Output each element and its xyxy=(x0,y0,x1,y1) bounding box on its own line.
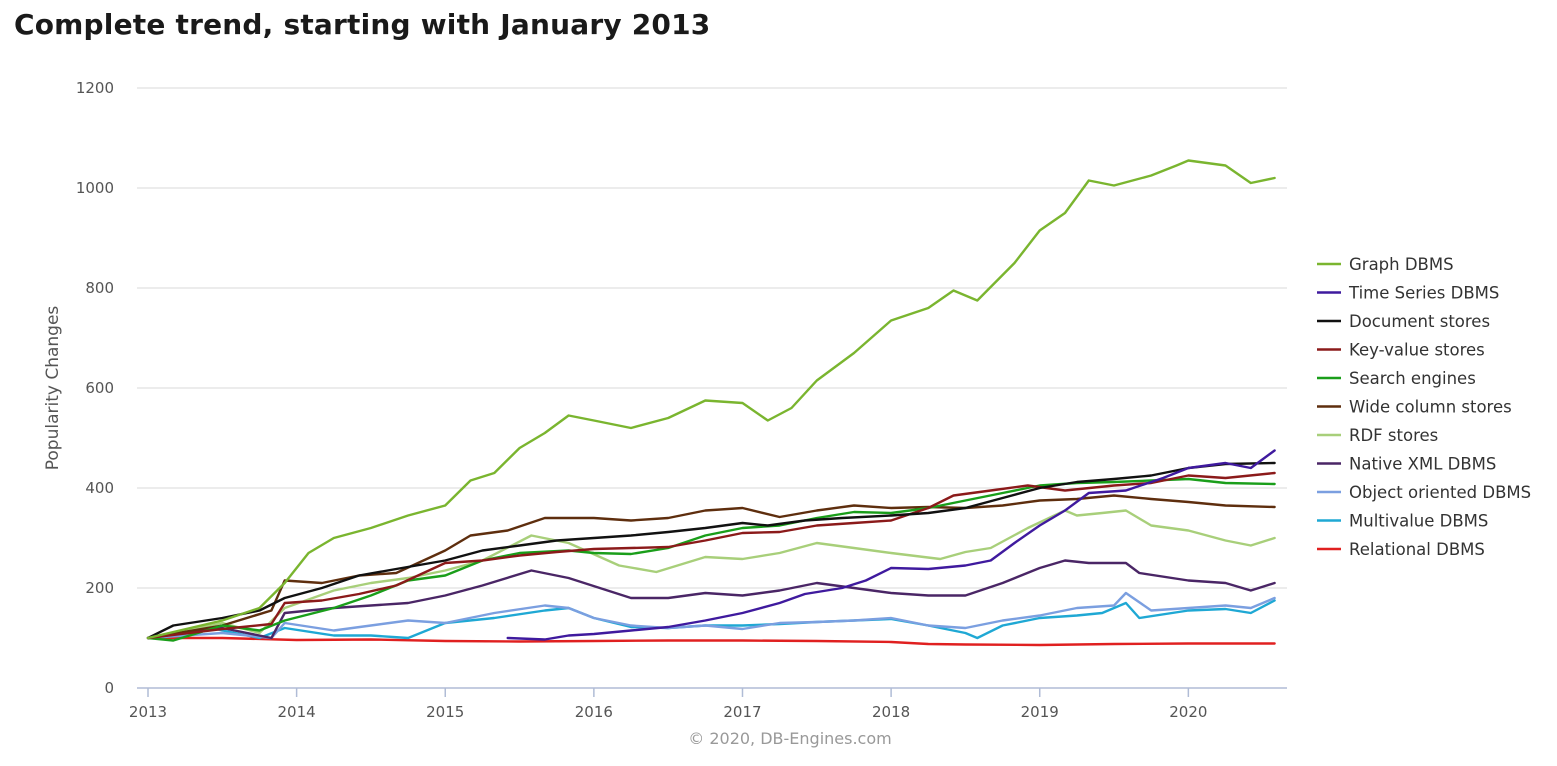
legend-item-native-xml-dbms[interactable]: Native XML DBMS xyxy=(1317,455,1496,474)
x-tick-label: 2013 xyxy=(129,703,167,721)
y-tick-label: 400 xyxy=(85,479,114,497)
series-line-key-value-stores[interactable] xyxy=(146,471,1276,640)
credits[interactable]: © 2020, DB-Engines.com xyxy=(688,729,891,748)
legend-item-search-engines[interactable]: Search engines xyxy=(1317,369,1476,388)
x-tick-label: 2018 xyxy=(872,703,910,721)
x-tick-label: 2015 xyxy=(426,703,464,721)
x-tick-label: 2020 xyxy=(1169,703,1207,721)
legend-label: Key-value stores xyxy=(1349,341,1485,360)
series-line-rdf-stores[interactable] xyxy=(146,509,1276,640)
x-tick-label: 2014 xyxy=(278,703,316,721)
legend[interactable]: Graph DBMS Time Series DBMS Document store… xyxy=(1317,255,1531,559)
grid-lines xyxy=(137,87,1287,589)
legend-label: Graph DBMS xyxy=(1349,255,1454,274)
y-tick-label: 800 xyxy=(85,279,114,297)
legend-item-object-oriented-dbms[interactable]: Object oriented DBMS xyxy=(1317,483,1531,502)
series-line-wide-column-stores[interactable] xyxy=(146,494,1276,640)
series-line-search-engines[interactable] xyxy=(146,477,1276,642)
y-tick-label: 200 xyxy=(85,579,114,597)
legend-label: RDF stores xyxy=(1349,426,1438,445)
legend-item-graph-dbms[interactable]: Graph DBMS xyxy=(1317,255,1454,274)
y-axis-title: Popularity Changes xyxy=(43,306,63,471)
series-line-document-stores[interactable] xyxy=(146,461,1276,640)
legend-item-multivalue-dbms[interactable]: Multivalue DBMS xyxy=(1317,512,1488,531)
y-axis-ticks: 0 200 400 600 800 1000 1200 xyxy=(76,79,114,697)
legend-label: Wide column stores xyxy=(1349,398,1512,417)
legend-label: Relational DBMS xyxy=(1349,540,1485,559)
legend-label: Time Series DBMS xyxy=(1348,284,1499,303)
legend-label: Document stores xyxy=(1349,312,1490,331)
series-line-graph-dbms[interactable] xyxy=(146,159,1276,640)
series-lines xyxy=(146,159,1276,647)
y-tick-label: 0 xyxy=(104,679,114,697)
x-tick-label: 2019 xyxy=(1021,703,1059,721)
x-tick-label: 2017 xyxy=(723,703,761,721)
legend-item-time-series-dbms[interactable]: Time Series DBMS xyxy=(1317,284,1499,303)
legend-label: Multivalue DBMS xyxy=(1349,512,1488,531)
series-line-object-oriented-dbms[interactable] xyxy=(146,591,1276,640)
y-tick-label: 1200 xyxy=(76,79,114,97)
legend-label: Native XML DBMS xyxy=(1349,455,1496,474)
series-line-time-series-dbms[interactable] xyxy=(506,449,1276,641)
legend-item-rdf-stores[interactable]: RDF stores xyxy=(1317,426,1438,445)
page-title: Complete trend, starting with January 20… xyxy=(14,8,711,41)
series-line-native-xml-dbms[interactable] xyxy=(146,559,1276,640)
legend-item-document-stores[interactable]: Document stores xyxy=(1317,312,1490,331)
y-tick-label: 1000 xyxy=(76,179,114,197)
legend-item-relational-dbms[interactable]: Relational DBMS xyxy=(1317,540,1485,559)
legend-label: Search engines xyxy=(1349,369,1476,388)
legend-item-key-value-stores[interactable]: Key-value stores xyxy=(1317,341,1485,360)
x-tick-label: 2016 xyxy=(575,703,613,721)
legend-item-wide-column-stores[interactable]: Wide column stores xyxy=(1317,398,1512,417)
x-axis: 2013 2014 2015 2016 2017 2018 2019 2020 xyxy=(129,687,1287,721)
series-line-relational-dbms[interactable] xyxy=(146,636,1276,647)
y-tick-label: 600 xyxy=(85,379,114,397)
legend-label: Object oriented DBMS xyxy=(1349,483,1531,502)
